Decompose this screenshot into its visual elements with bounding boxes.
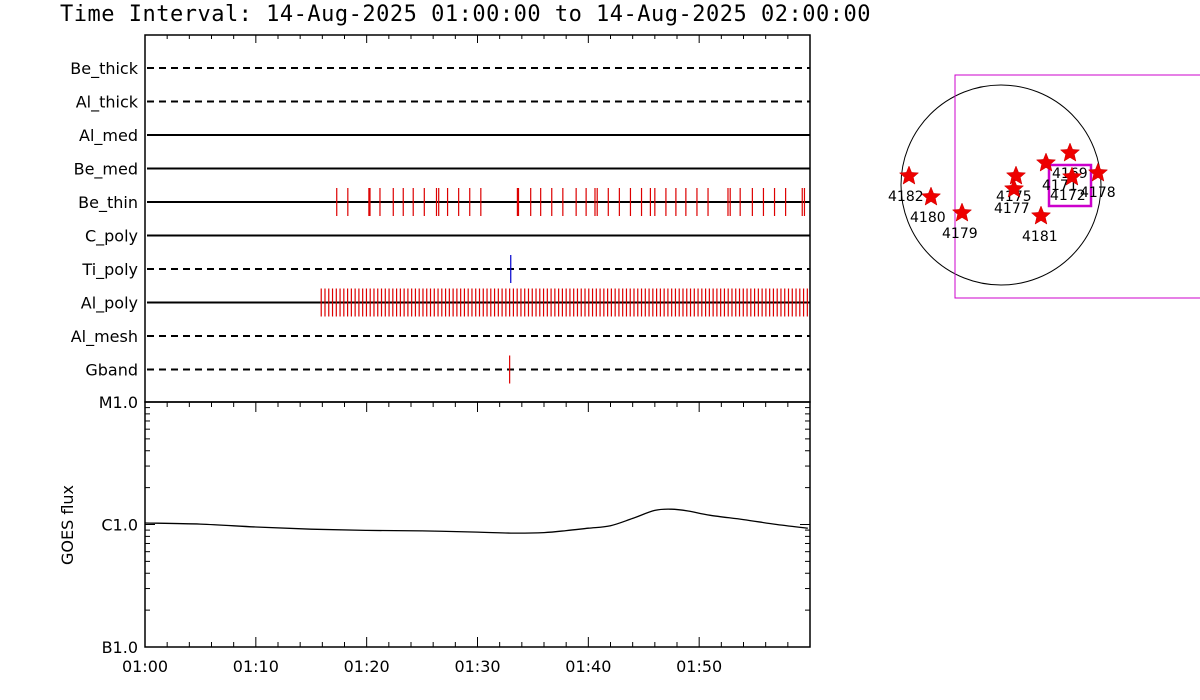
field-of-view-box: [954, 74, 1200, 299]
region-label-4177: 4177: [994, 201, 1030, 217]
channel-label: Al_thick: [76, 93, 139, 113]
event-timeline-panel: Be_thick Al_thick Al_med Be_med Be_thin C_pol…: [70, 34, 811, 403]
channel-label: Ti_poly: [81, 260, 138, 280]
goes-ytick-label: B1.0: [102, 638, 138, 657]
region-label-4179: 4179: [942, 226, 978, 242]
goes-xtick-label: 01:20: [344, 657, 390, 676]
goes-xtick-label: 01:30: [454, 657, 500, 676]
channel-label: Al_med: [79, 126, 138, 146]
region-star-4169: [1059, 142, 1081, 162]
sun-map-panel: 4169417141724175417741784179418041814182: [888, 74, 1200, 299]
time-interval-title: Time Interval: 14-Aug-2025 01:00:00 to 1…: [60, 2, 871, 27]
goes-xtick-label: 01:50: [676, 657, 722, 676]
goes-xtick-label: 01:00: [122, 657, 168, 676]
region-label-4181: 4181: [1022, 229, 1058, 245]
channel-label: Be_thin: [78, 193, 138, 213]
region-star-4177: [1003, 178, 1025, 198]
channel-label: Al_poly: [81, 294, 138, 314]
region-star-4181: [1030, 205, 1052, 225]
region-label-4180: 4180: [910, 210, 946, 226]
channel-label: C_poly: [85, 227, 138, 247]
region-star-4179: [951, 202, 973, 222]
goes-flux-panel: B1.0 C1.0 M1.0 GOES flux 01:00 01:10 01:20 01:3…: [58, 393, 811, 676]
region-label-4182: 4182: [888, 189, 924, 205]
region-star-4178: [1087, 162, 1109, 182]
goes-xtick-label: 01:10: [233, 657, 279, 676]
region-star-4175: [1005, 165, 1027, 185]
target-box: [1047, 163, 1093, 208]
region-star-4171: [1035, 152, 1057, 172]
channel-label: Be_thick: [70, 59, 138, 79]
goes-flux-line: [144, 508, 808, 534]
region-star-4180: [920, 186, 942, 206]
goes-ylabel: GOES flux: [58, 485, 77, 565]
solar-disk: [900, 84, 1102, 286]
channel-label: Gband: [85, 361, 138, 380]
region-label-4172: 4172: [1050, 188, 1086, 204]
goes-frame: [144, 401, 811, 648]
goes-ytick-label: M1.0: [99, 393, 138, 412]
channel-label: Al_mesh: [71, 327, 138, 347]
region-star-4172: [1061, 166, 1083, 186]
region-star-4182: [898, 165, 920, 185]
channel-label: Be_med: [74, 160, 138, 180]
region-label-4175: 4175: [996, 189, 1032, 205]
goes-xtick-label: 01:40: [565, 657, 611, 676]
timeline-frame: [144, 34, 811, 403]
goes-ytick-label: C1.0: [101, 516, 138, 535]
region-label-4178: 4178: [1080, 185, 1116, 201]
